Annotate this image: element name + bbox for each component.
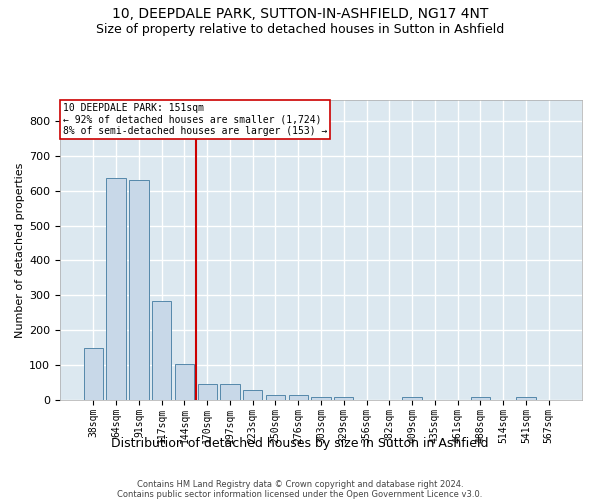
Bar — [84, 348, 103, 400]
Bar — [516, 397, 536, 400]
Bar — [243, 390, 262, 400]
Bar — [220, 384, 239, 400]
Bar — [311, 397, 331, 400]
Bar — [129, 180, 149, 400]
Bar — [289, 396, 308, 400]
Bar — [403, 397, 422, 400]
Text: 10, DEEPDALE PARK, SUTTON-IN-ASHFIELD, NG17 4NT: 10, DEEPDALE PARK, SUTTON-IN-ASHFIELD, N… — [112, 8, 488, 22]
Bar — [266, 396, 285, 400]
Bar — [334, 397, 353, 400]
Bar — [175, 364, 194, 400]
Bar — [106, 178, 126, 400]
Text: Size of property relative to detached houses in Sutton in Ashfield: Size of property relative to detached ho… — [96, 22, 504, 36]
Bar — [197, 384, 217, 400]
Y-axis label: Number of detached properties: Number of detached properties — [15, 162, 25, 338]
Bar — [152, 300, 172, 400]
Text: Distribution of detached houses by size in Sutton in Ashfield: Distribution of detached houses by size … — [111, 438, 489, 450]
Text: 10 DEEPDALE PARK: 151sqm
← 92% of detached houses are smaller (1,724)
8% of semi: 10 DEEPDALE PARK: 151sqm ← 92% of detach… — [62, 103, 327, 136]
Bar — [470, 397, 490, 400]
Text: Contains HM Land Registry data © Crown copyright and database right 2024.
Contai: Contains HM Land Registry data © Crown c… — [118, 480, 482, 500]
